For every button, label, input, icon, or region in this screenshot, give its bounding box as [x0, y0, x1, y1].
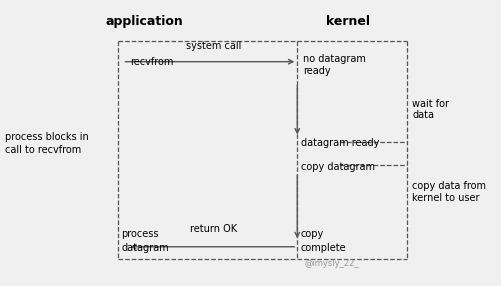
Text: call to recvfrom: call to recvfrom — [5, 145, 81, 155]
Text: datagram: datagram — [121, 243, 169, 253]
Text: complete: complete — [300, 243, 346, 253]
Text: system call: system call — [185, 41, 240, 51]
Text: data: data — [411, 110, 433, 120]
Text: copy data from: copy data from — [411, 182, 485, 191]
Text: kernel to user: kernel to user — [411, 193, 479, 203]
Text: kernel: kernel — [325, 15, 369, 27]
Text: wait for: wait for — [411, 99, 448, 109]
Text: return OK: return OK — [189, 224, 236, 234]
Text: ready: ready — [303, 66, 331, 76]
Text: process blocks in: process blocks in — [5, 132, 89, 142]
Text: copy: copy — [300, 229, 323, 239]
Text: no datagram: no datagram — [303, 54, 366, 64]
Text: copy datagram: copy datagram — [301, 162, 374, 172]
Text: datagram ready: datagram ready — [301, 138, 379, 148]
Text: recvfrom: recvfrom — [129, 57, 173, 67]
Text: application: application — [105, 15, 182, 27]
Text: process: process — [121, 229, 159, 239]
Text: @imysly_22_: @imysly_22_ — [304, 259, 358, 268]
